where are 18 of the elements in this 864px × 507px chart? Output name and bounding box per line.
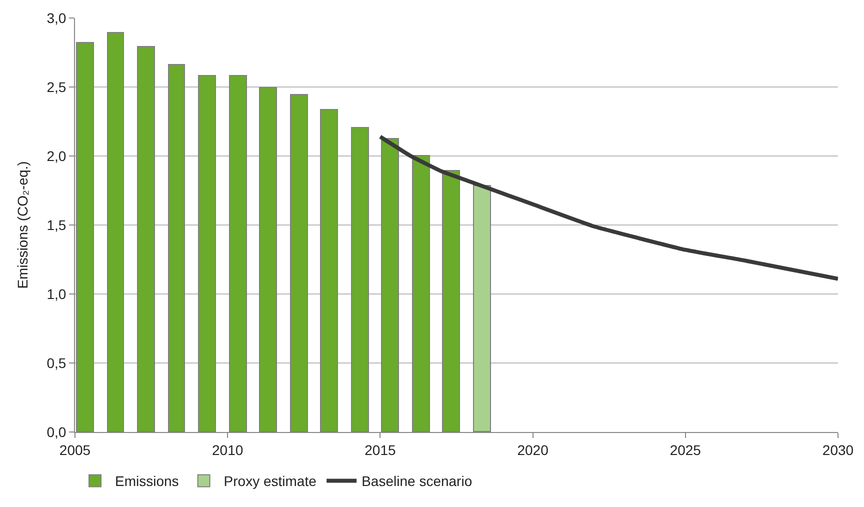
x-tick-label: 2020 [517, 442, 549, 458]
y-tick-label: 1,0 [46, 286, 66, 302]
y-tick-label: 2,0 [46, 148, 66, 164]
y-axis-title: Emissions (CO₂-eq.) [14, 161, 30, 289]
y-tick-label: 1,5 [46, 216, 66, 233]
y-tick-label: 3,0 [46, 10, 66, 26]
x-tick-label: 2015 [364, 442, 396, 458]
legend-label: Baseline scenario [362, 473, 472, 490]
y-tick-label: 2,5 [46, 78, 66, 95]
x-tick-label: 2030 [822, 442, 854, 458]
y-tick-label: 0,5 [46, 354, 66, 371]
x-tick-label: 2010 [212, 442, 244, 458]
legend-label: Proxy estimate [224, 473, 317, 490]
legend-label: Emissions [115, 473, 179, 490]
y-tick-label: 0,0 [46, 424, 66, 440]
line-series [378, 134, 838, 281]
x-tick-label: 2025 [670, 442, 702, 458]
x-tick-label: 2005 [59, 442, 91, 458]
